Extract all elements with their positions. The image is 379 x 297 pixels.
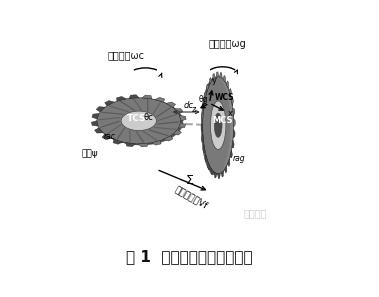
Polygon shape	[95, 128, 103, 133]
Polygon shape	[216, 72, 219, 77]
Polygon shape	[102, 134, 111, 140]
Ellipse shape	[203, 77, 234, 174]
Polygon shape	[201, 113, 203, 121]
Polygon shape	[233, 129, 235, 138]
Polygon shape	[231, 98, 233, 106]
Polygon shape	[213, 73, 215, 80]
Text: dc: dc	[183, 101, 193, 110]
Polygon shape	[129, 95, 139, 98]
Polygon shape	[152, 140, 161, 145]
Ellipse shape	[201, 78, 229, 175]
Ellipse shape	[210, 101, 226, 149]
Ellipse shape	[99, 99, 183, 145]
Polygon shape	[211, 168, 213, 175]
Polygon shape	[92, 113, 99, 119]
Polygon shape	[113, 139, 123, 144]
Polygon shape	[166, 102, 175, 108]
Polygon shape	[96, 107, 105, 112]
Polygon shape	[227, 159, 230, 167]
Ellipse shape	[97, 98, 181, 144]
Polygon shape	[233, 108, 235, 116]
Polygon shape	[230, 150, 232, 158]
Polygon shape	[232, 140, 234, 148]
Polygon shape	[223, 75, 226, 82]
Polygon shape	[203, 145, 205, 152]
Text: TCS: TCS	[127, 114, 146, 123]
Ellipse shape	[203, 77, 230, 174]
Ellipse shape	[121, 111, 157, 130]
Polygon shape	[180, 116, 186, 121]
Text: 图 1  强力刮齿的运动学模型: 图 1 强力刮齿的运动学模型	[126, 249, 253, 264]
Polygon shape	[201, 123, 203, 132]
Text: y: y	[211, 76, 216, 85]
Polygon shape	[163, 136, 173, 141]
Polygon shape	[224, 165, 227, 173]
Polygon shape	[229, 89, 231, 97]
Text: rac: rac	[104, 132, 116, 141]
Polygon shape	[139, 143, 149, 147]
Polygon shape	[207, 84, 209, 92]
Polygon shape	[208, 162, 210, 170]
Polygon shape	[221, 170, 224, 177]
Text: z: z	[192, 105, 196, 114]
Text: θg: θg	[199, 95, 208, 104]
Text: 齿轮行动: 齿轮行动	[244, 208, 268, 218]
Polygon shape	[233, 119, 235, 127]
Ellipse shape	[98, 98, 182, 144]
Text: rag: rag	[233, 154, 246, 163]
Polygon shape	[172, 130, 182, 135]
Polygon shape	[219, 72, 222, 78]
Text: 刀具转速ωc: 刀具转速ωc	[107, 50, 144, 60]
Text: Σ: Σ	[186, 174, 193, 187]
Text: θc: θc	[143, 113, 153, 122]
Polygon shape	[214, 172, 217, 178]
Text: x: x	[228, 109, 233, 118]
Text: 工件转速ωg: 工件转速ωg	[208, 39, 246, 49]
Polygon shape	[117, 97, 126, 101]
Polygon shape	[205, 154, 207, 162]
Polygon shape	[179, 123, 186, 128]
Polygon shape	[142, 95, 152, 99]
Text: 倾角ψ: 倾角ψ	[82, 149, 99, 158]
Polygon shape	[218, 173, 220, 178]
Text: 轴进给速率Vf: 轴进给速率Vf	[174, 185, 210, 211]
Polygon shape	[204, 93, 207, 101]
Text: MCS: MCS	[212, 116, 233, 125]
Polygon shape	[125, 143, 135, 147]
Polygon shape	[202, 134, 204, 143]
Polygon shape	[91, 121, 98, 126]
Ellipse shape	[214, 113, 222, 137]
Text: WCS: WCS	[215, 93, 234, 102]
Polygon shape	[155, 97, 164, 102]
Polygon shape	[226, 81, 229, 89]
Polygon shape	[202, 102, 204, 110]
Polygon shape	[105, 101, 114, 106]
Polygon shape	[175, 109, 183, 114]
Polygon shape	[210, 78, 212, 85]
